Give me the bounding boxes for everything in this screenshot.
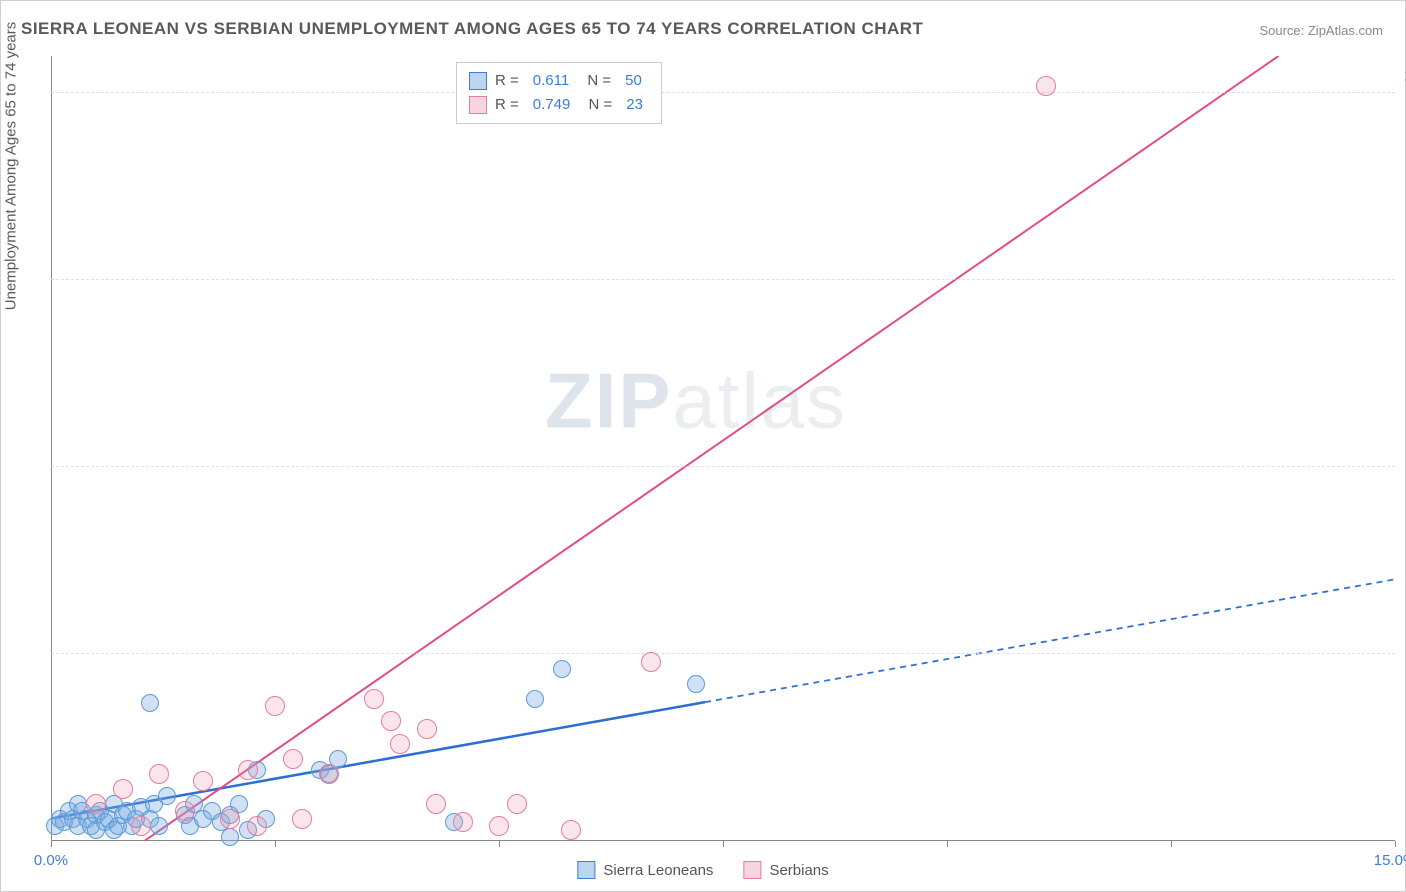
y-tick-label: 25.0% [1400,629,1406,646]
chart-title: SIERRA LEONEAN VS SERBIAN UNEMPLOYMENT A… [21,19,923,39]
y-axis-label: Unemployment Among Ages 65 to 74 years [3,22,20,311]
legend-r-value: 0.749 [533,93,571,117]
legend-n-label: N = [584,93,612,117]
data-point [221,828,239,846]
data-point [292,809,312,829]
data-point [687,675,705,693]
correlation-legend: R = 0.611 N = 50 R = 0.749 N = 23 [456,62,662,124]
source-attribution: Source: ZipAtlas.com [1259,23,1383,38]
x-tick [947,841,948,847]
data-point [526,690,544,708]
x-tick [1171,841,1172,847]
x-tick [51,841,52,847]
legend-swatch [743,861,761,879]
data-point [238,760,258,780]
chart-plot-area: 25.0%50.0%75.0%100.0%0.0%15.0% ZIPatlas … [51,56,1395,841]
legend-r-label: R = [495,93,519,117]
series-legend-item: Sierra Leoneans [577,861,713,879]
data-point [86,794,106,814]
data-point [175,801,195,821]
y-tick-label: 100.0% [1400,68,1406,85]
legend-swatch [469,72,487,90]
data-point [141,694,159,712]
x-tick [499,841,500,847]
data-point [364,689,384,709]
gridline [51,279,1395,280]
legend-r-value: 0.611 [533,69,569,93]
y-tick-label: 75.0% [1400,255,1406,272]
data-point [453,812,473,832]
data-point [247,816,267,836]
data-point [390,734,410,754]
data-point [158,787,176,805]
data-point [489,816,509,836]
data-point [265,696,285,716]
data-point [561,820,581,840]
series-legend-label: Sierra Leoneans [603,862,713,879]
legend-n-label: N = [583,69,611,93]
data-point [283,749,303,769]
legend-n-value: 50 [625,69,642,93]
trend-lines [51,56,1395,841]
x-tick [275,841,276,847]
legend-swatch [577,861,595,879]
data-point [1036,76,1056,96]
data-point [381,711,401,731]
data-point [149,764,169,784]
series-legend: Sierra Leoneans Serbians [577,861,828,879]
chart-container: SIERRA LEONEAN VS SERBIAN UNEMPLOYMENT A… [0,0,1406,892]
series-legend-label: Serbians [769,862,828,879]
x-tick [723,841,724,847]
data-point [113,779,133,799]
y-tick-label: 50.0% [1400,442,1406,459]
data-point [131,816,151,836]
legend-n-value: 23 [626,93,643,117]
legend-row: R = 0.611 N = 50 [469,69,649,93]
gridline [51,92,1395,93]
series-legend-item: Serbians [743,861,828,879]
data-point [417,719,437,739]
data-point [426,794,446,814]
legend-row: R = 0.749 N = 23 [469,93,649,117]
data-point [319,764,339,784]
legend-r-label: R = [495,69,519,93]
data-point [193,771,213,791]
gridline [51,653,1395,654]
y-axis [51,56,52,841]
data-point [150,817,168,835]
gridline [51,466,1395,467]
x-tick [1395,841,1396,847]
legend-swatch [469,96,487,114]
data-point [553,660,571,678]
data-point [641,652,661,672]
data-point [507,794,527,814]
x-tick-label: 15.0% [1374,852,1406,869]
x-tick-label: 0.0% [34,852,68,869]
data-point [220,809,240,829]
